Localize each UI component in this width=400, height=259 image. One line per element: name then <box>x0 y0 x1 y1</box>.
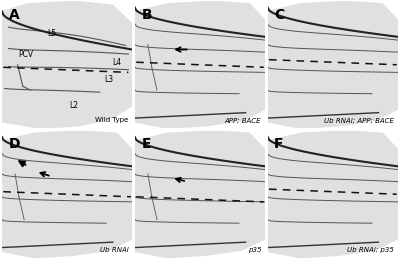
Text: A: A <box>8 8 19 22</box>
Text: F: F <box>274 137 284 151</box>
Polygon shape <box>268 131 398 258</box>
Text: B: B <box>141 8 152 22</box>
Text: L3: L3 <box>104 75 113 84</box>
Text: Ub RNAi: Ub RNAi <box>100 247 128 253</box>
Polygon shape <box>2 131 132 258</box>
Text: Ub RNAi; p35: Ub RNAi; p35 <box>347 247 394 253</box>
Text: L2: L2 <box>69 101 78 110</box>
Polygon shape <box>135 131 265 258</box>
Polygon shape <box>135 1 265 128</box>
Text: L4: L4 <box>112 58 121 67</box>
Text: E: E <box>141 137 151 151</box>
Text: APP; BACE: APP; BACE <box>225 117 261 123</box>
Text: C: C <box>274 8 284 22</box>
Text: L5: L5 <box>47 28 56 38</box>
Text: PCV: PCV <box>18 50 33 59</box>
Text: p35: p35 <box>248 247 261 253</box>
Text: D: D <box>8 137 20 151</box>
Text: Wild Type: Wild Type <box>95 117 128 123</box>
Text: Ub RNAi; APP; BACE: Ub RNAi; APP; BACE <box>324 117 394 123</box>
Polygon shape <box>2 1 132 128</box>
Polygon shape <box>268 1 398 128</box>
